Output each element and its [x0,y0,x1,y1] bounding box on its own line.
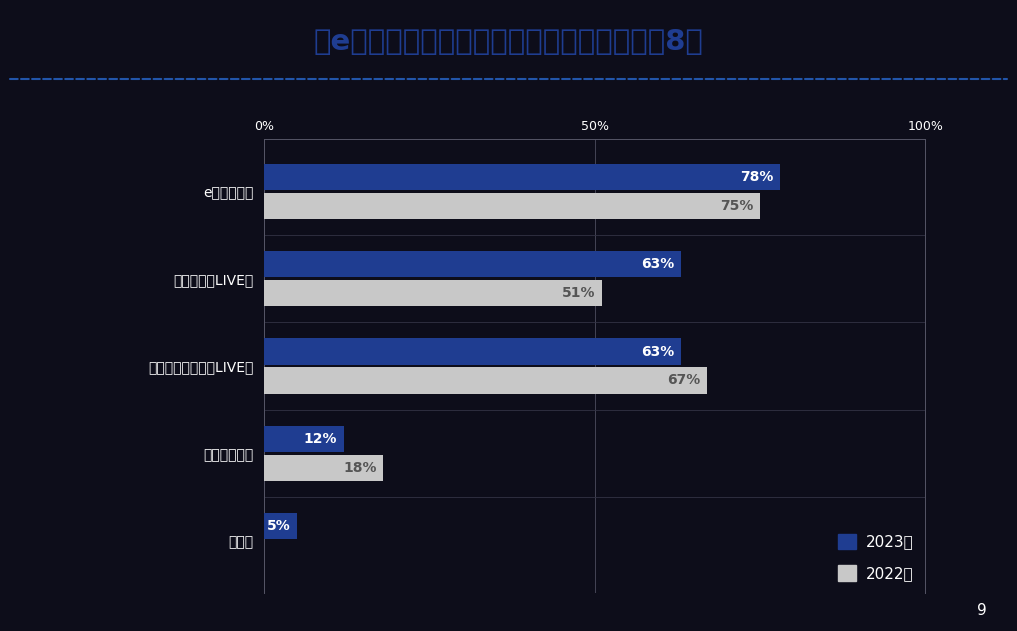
Text: 12%: 12% [304,432,338,446]
Bar [264,455,383,481]
Text: 9: 9 [976,603,986,618]
Bar [264,192,761,219]
Text: 63%: 63% [641,345,674,358]
Bar [264,251,681,277]
Text: 18%: 18% [344,461,376,475]
Text: 5%: 5% [267,519,291,533]
Bar [264,163,780,190]
Text: 75%: 75% [720,199,754,213]
Bar [264,280,602,306]
Text: 67%: 67% [667,374,701,387]
Bar [264,338,681,365]
Bar [264,367,708,394]
Bar [264,513,298,540]
Text: 51%: 51% [561,286,595,300]
Text: 63%: 63% [641,257,674,271]
Bar [264,426,344,452]
Text: 「eラーニング」を活用しているケースが約8割: 「eラーニング」を活用しているケースが約8割 [313,28,704,56]
Legend: 2023年, 2022年: 2023年, 2022年 [833,529,917,586]
Text: 78%: 78% [740,170,774,184]
